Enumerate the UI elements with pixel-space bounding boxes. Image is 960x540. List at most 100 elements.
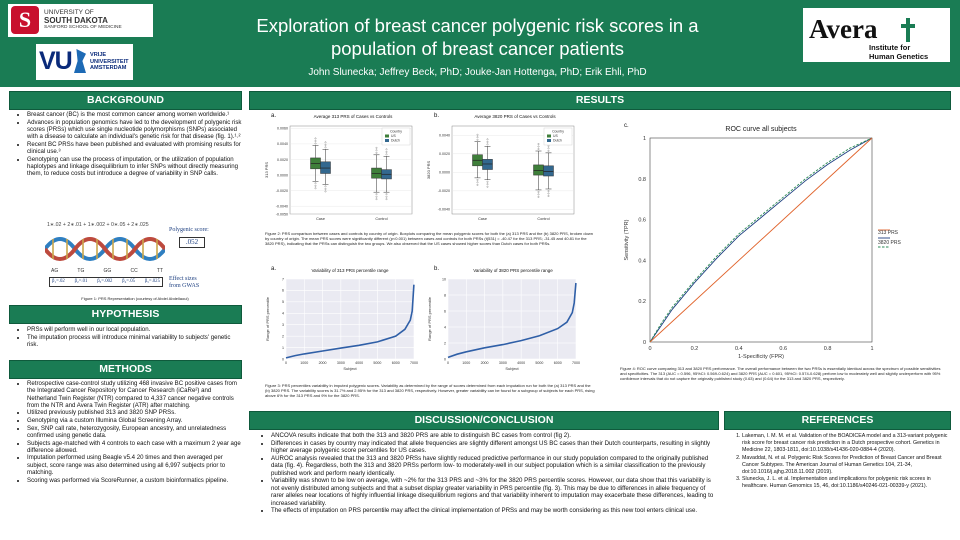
chart-title: ROC curve all subjects [725,126,797,133]
boxplot-313-prs: 0.0060 0.0040 0.0020 0.0000 -0.0020 -0.0040 -0… [264,125,413,221]
outlier-point [537,145,540,148]
legend-label-3820: 3820 PRS [878,240,901,246]
vu-logo-line1: VRIJE [90,52,107,58]
vu-logo-mark: VU [39,47,73,75]
box [482,159,493,170]
outlier-point [547,195,550,197]
fig2a-title: Average 313 PRS of Cases vs Controls [313,114,393,119]
x-tick-label: 6000 [392,361,400,365]
y-tick-label: 5 [282,300,284,304]
fig1-beta: β₄=.05 [122,279,135,284]
y-tick-label: 0.6 [638,218,646,224]
roc-curve-chart: ROC curve all subjects 0 0.2 0.4 0.6 0.8 1 0 0.2… [624,126,901,360]
list-item: Utilized previously published 313 and 38… [27,409,242,416]
y-tick-label: -0.0050 [276,212,288,216]
x-tick-label: 4000 [517,361,525,365]
y-tick-label: 4 [444,325,446,329]
outlier-point [324,141,327,144]
list-item: Recent BC PRSs have been published and e… [27,141,242,156]
fig1-effect-label-2: from GWAS [169,283,200,289]
x-tick-label: Case [478,217,487,221]
boxplot-3820-prs: 0.0040 0.0020 0.0000 -0.0020 -0.0040 3820 PRS… [426,125,575,221]
dna-helix-icon [45,237,165,261]
y-tick-label: 0.0040 [439,134,450,138]
fig4-label: c. [624,123,629,129]
box [543,165,554,177]
y-tick-label: 2 [444,341,446,345]
roc-series-3820 [649,137,873,343]
x-tick-label: Case [316,217,325,221]
y-tick-label: 10 [442,277,446,281]
avera-logo-sub2: Human Genetics [869,51,929,61]
variability-3820-chart: 0 2 4 6 8 10 0 1000 2000 3000 4000 5000 6000 7000 Subj… [427,277,580,371]
y-tick-label: -0.0040 [276,205,288,209]
outlier-point [537,196,540,198]
outlier-point [385,153,388,156]
poster-title: Exploration of breast cancer polygenic r… [256,15,699,59]
list-item: Sex, SNP call rate, heterozygosity, Euro… [27,425,242,440]
data-series-line [285,284,415,359]
vu-logo-line3: AMSTERDAM [90,65,127,71]
outlier-point [385,148,388,151]
y-tick-label: 0 [643,340,646,346]
list-item: Scoring was performed via ScoreRunner, a… [27,477,242,484]
list-item: Genotyping via a custom Illumina Global … [27,417,242,424]
fig1-formula: 1∗.02 + 2∗.01 + 1∗.002 + 0∗.05 + 2∗.025 [47,222,149,228]
fig3a-label: a. [271,266,277,272]
y-axis-label: Range of PRS percentile [427,296,432,341]
references-heading: REFERENCES [724,411,951,430]
legend-title: Country [552,130,564,134]
x-tick-label: Control [375,217,387,221]
y-tick-label: 4 [282,312,284,316]
variability-313-chart: 0 1 2 3 4 5 6 7 0 1000 2000 3000 4000 5000 6000 7000 Sub… [265,277,418,371]
outlier-point [385,198,388,201]
list-item: PRSs will perform well in our local popu… [27,326,242,333]
y-axis-label: Range of PRS percentile [265,296,270,341]
y-tick-label: -0.0040 [438,208,450,212]
outlier-point [375,146,378,149]
usd-logo-line2: SOUTH DAKOTA [44,15,108,25]
plot-area [286,279,414,359]
x-tick-label: 4000 [355,361,363,365]
fig2b-label: b. [434,113,440,119]
outlier-point [385,195,388,198]
roc-series-313 [649,137,873,343]
x-tick-label: 1 [870,346,873,352]
outlier-point [476,136,479,139]
outlier-point [476,181,479,184]
x-tick-label: 2000 [319,361,327,365]
outlier-point [314,140,317,142]
y-tick-label: 0.0020 [439,152,450,156]
x-tick-label: 3000 [499,361,507,365]
x-tick-label: 5000 [535,361,543,365]
figure-1-prs-representation: 1∗.02 + 2∗.01 + 1∗.002 + 0∗.05 + 2∗.025 … [45,221,215,303]
x-tick-label: 0.8 [824,346,832,352]
outlier-point [324,185,327,188]
y-tick-label: -0.0020 [438,189,450,193]
avera-logo: Avera Institute for Human Genetics [803,8,950,62]
outlier-point [486,180,489,183]
fig1-allele: CC [130,268,138,274]
poster-header: S UNIVERSITY OF SOUTH DAKOTA SANFORD SCH… [0,0,960,87]
list-item: The effects of imputation on PRS percent… [271,507,715,514]
outlier-point [314,142,317,145]
x-tick-label: 0.6 [779,346,787,352]
y-tick-label: 0.0060 [277,127,288,131]
griffin-icon [74,49,86,73]
reference-item: Slunecka, J. L. et al. Implementation an… [742,476,948,490]
outlier-point [486,183,489,186]
fig1-beta: β₃=.002 [97,279,113,284]
x-tick-label: Control [537,217,549,221]
list-item: The imputation process will introduce mi… [27,334,242,349]
fig3b-title: Variability of 3820 PRS percentile range [473,268,553,273]
x-tick-label: 2000 [481,361,489,365]
x-tick-label: 5000 [373,361,381,365]
x-axis-label: Subject [343,366,357,371]
usd-logo-line1: UNIVERSITY OF [44,9,94,16]
fig1-allele: TG [77,268,85,274]
y-tick-label: 1 [282,346,284,350]
fig2a-label: a. [271,113,277,119]
outlier-point [476,138,479,141]
y-tick-label: -0.0020 [276,189,288,193]
references-list: Lakeman, I. M. M. et al. Validation of t… [728,433,948,491]
